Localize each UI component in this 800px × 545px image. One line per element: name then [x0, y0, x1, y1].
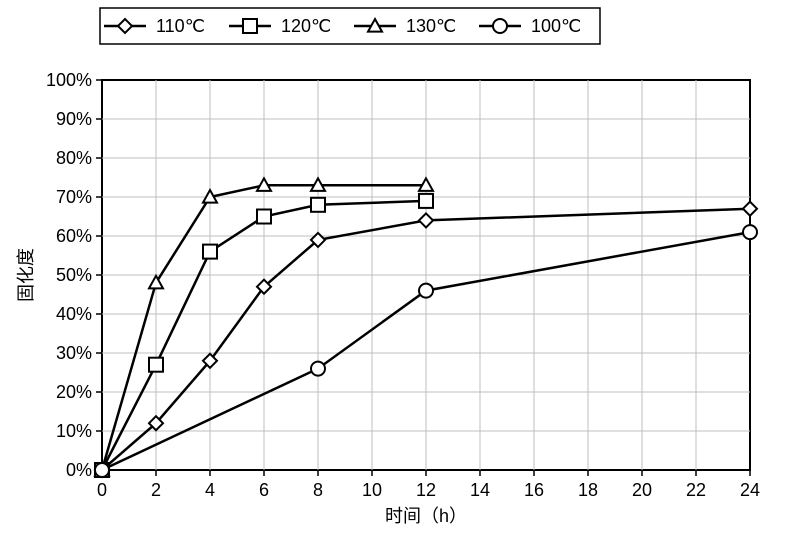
xtick-label: 16 [524, 480, 544, 500]
legend-label: 130℃ [406, 16, 456, 36]
cure-chart: 0246810121416182022240%10%20%30%40%50%60… [0, 0, 800, 545]
xtick-label: 8 [313, 480, 323, 500]
ytick-label: 30% [56, 343, 92, 363]
xtick-label: 24 [740, 480, 760, 500]
legend-label: 100℃ [531, 16, 581, 36]
xtick-label: 14 [470, 480, 490, 500]
ytick-label: 90% [56, 109, 92, 129]
ytick-label: 70% [56, 187, 92, 207]
legend-label: 110℃ [156, 16, 205, 36]
xtick-label: 22 [686, 480, 706, 500]
ytick-label: 0% [66, 460, 92, 480]
xtick-label: 12 [416, 480, 436, 500]
ytick-label: 20% [56, 382, 92, 402]
ytick-label: 100% [46, 70, 92, 90]
xtick-label: 18 [578, 480, 598, 500]
ytick-label: 10% [56, 421, 92, 441]
x-axis-label: 时间（h） [385, 506, 467, 526]
xtick-label: 6 [259, 480, 269, 500]
legend-label: 120℃ [281, 16, 331, 36]
xtick-label: 0 [97, 480, 107, 500]
ytick-label: 40% [56, 304, 92, 324]
xtick-label: 2 [151, 480, 161, 500]
ytick-label: 50% [56, 265, 92, 285]
xtick-label: 10 [362, 480, 382, 500]
ytick-label: 60% [56, 226, 92, 246]
ytick-label: 80% [56, 148, 92, 168]
xtick-label: 4 [205, 480, 215, 500]
y-axis-label: 固化度 [16, 248, 36, 302]
xtick-label: 20 [632, 480, 652, 500]
